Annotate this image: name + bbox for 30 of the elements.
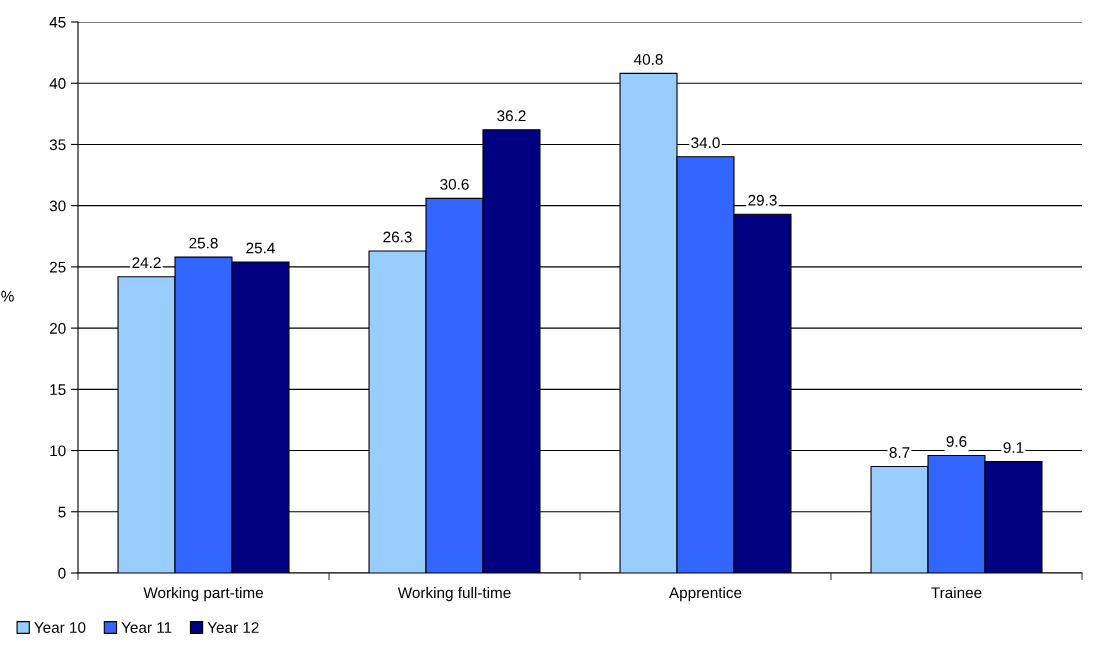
y-tick-label: 30 <box>49 200 66 212</box>
y-tick-label: 10 <box>50 445 66 457</box>
data-label: 29.3 <box>748 194 777 206</box>
x-tick-label: Trainee <box>931 586 982 599</box>
data-label: 9.1 <box>1003 442 1024 453</box>
y-tick-label: 45 <box>49 17 66 28</box>
data-label: 30.6 <box>440 178 469 190</box>
x-tick-label: Working part-time <box>143 586 263 602</box>
y-tick-label: 25 <box>49 261 66 273</box>
data-label: 40.8 <box>634 54 663 65</box>
data-label: 25.8 <box>189 237 218 249</box>
x-tick-label: Working full-time <box>397 586 511 602</box>
data-label: 25.4 <box>246 242 275 254</box>
y-axis-title: % <box>1 290 14 302</box>
y-tick-label: 40 <box>49 78 66 89</box>
data-label: 36.2 <box>497 110 526 122</box>
data-label: 34.0 <box>691 137 720 149</box>
y-tick-label: 5 <box>58 506 66 518</box>
y-tick-label: 15 <box>50 384 66 396</box>
legend-label: Year 10 <box>34 622 86 633</box>
legend-label: Year 11 <box>121 622 172 633</box>
legend-label: Year 12 <box>207 622 259 633</box>
data-label: 26.3 <box>383 231 412 243</box>
y-tick-label: 0 <box>58 567 66 579</box>
data-label: 24.2 <box>132 257 161 268</box>
x-tick-label: Apprentice <box>669 586 742 602</box>
data-label: 8.7 <box>889 447 910 458</box>
data-label: 9.6 <box>946 436 967 447</box>
y-tick-label: 35 <box>49 139 66 151</box>
y-tick-label: 20 <box>49 322 66 334</box>
